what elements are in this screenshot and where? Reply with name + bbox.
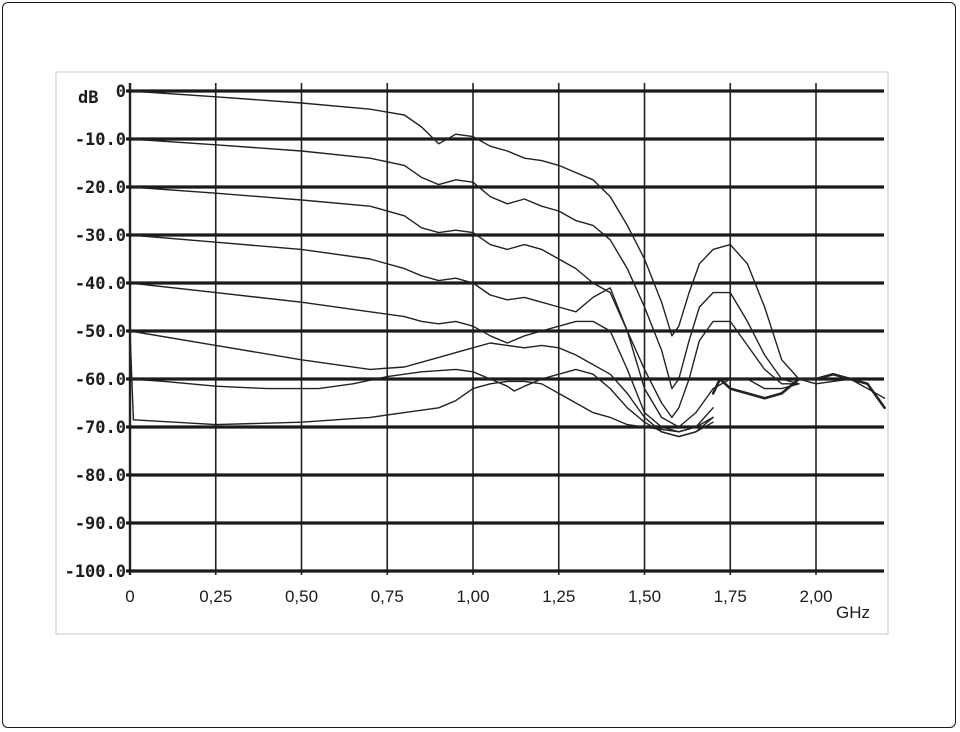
traces: [129, 90, 886, 438]
y-tick-label: -40.0: [75, 274, 126, 294]
y-tick-labels: 0 -10.0 -20.0 -30.0 -40.0 -50.0 -60.0 -70.0 -80.…: [65, 82, 126, 582]
x-tick-label: 1,75: [714, 587, 747, 606]
horizontal-gridlines: [126, 89, 884, 573]
x-tick-label: 1,25: [542, 587, 575, 606]
x-tick-label: 2,00: [799, 587, 832, 606]
y-tick-label: -30.0: [75, 226, 126, 246]
trace-line: [129, 234, 800, 428]
y-tick-label: -90.0: [75, 514, 126, 534]
y-tick-label: -60.0: [75, 370, 126, 390]
y-tick-label: -20.0: [75, 178, 126, 198]
chart-background: [55, 71, 889, 635]
trace-line: [129, 138, 800, 390]
x-tick-label: 1,50: [628, 587, 661, 606]
y-tick-label: -70.0: [75, 418, 126, 438]
y-tick-label: -50.0: [75, 322, 126, 342]
y-tick-label: -80.0: [75, 466, 126, 486]
trace-line: [129, 186, 800, 419]
x-axis-unit: GHz: [836, 603, 870, 622]
x-tick-label: 0,50: [285, 587, 318, 606]
x-tick-label: 0: [125, 587, 134, 606]
y-tick-label: -100.0: [65, 562, 126, 582]
trace-line: [129, 330, 714, 433]
y-tick-label: -10.0: [75, 130, 126, 150]
trace-line: [129, 90, 886, 399]
y-tick-label: 0: [116, 82, 126, 102]
x-tick-label: 0,25: [199, 587, 232, 606]
trace-line: [129, 330, 714, 438]
trace-line: [129, 282, 714, 433]
x-tick-label: 0,75: [371, 587, 404, 606]
x-tick-label: 1,00: [456, 587, 489, 606]
trace-line: [129, 368, 714, 438]
y-axis-title: dB: [78, 88, 98, 108]
trace-line: [711, 372, 886, 410]
x-tick-labels: 0 0,25 0,50 0,75 1,00 1,25 1,50 1,75 2,00: [125, 587, 832, 606]
